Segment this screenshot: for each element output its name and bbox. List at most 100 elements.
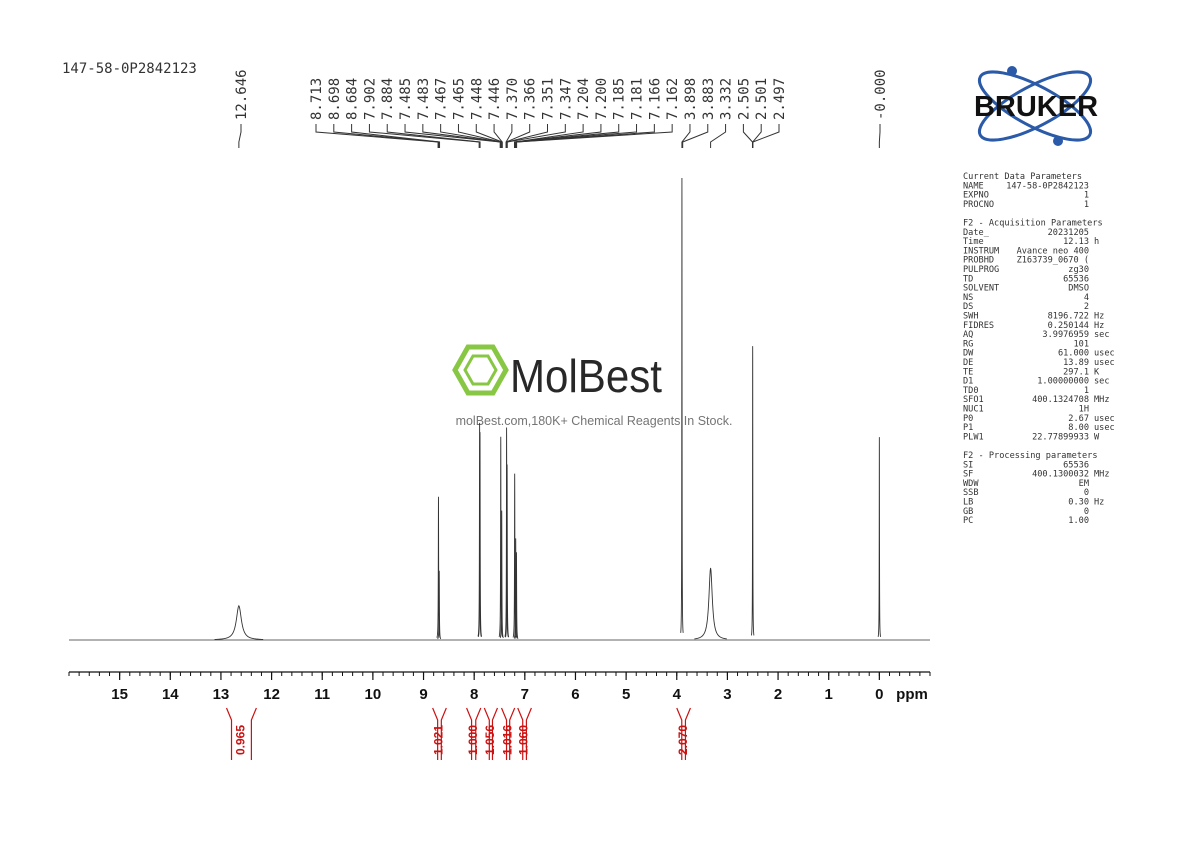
spectrum-peak (751, 346, 755, 636)
peak-label: 7.162 (665, 78, 681, 120)
x-tick-label: 14 (162, 686, 179, 703)
integral-label: 1.000 (466, 725, 480, 755)
parameter-name: TD (963, 274, 973, 284)
x-tick-label: 10 (365, 686, 382, 703)
parameter-name: PLW1 (963, 432, 984, 442)
parameter-value: 297.1 (1063, 367, 1089, 377)
peak-label: 7.166 (647, 78, 663, 120)
parameter-value: 400.1300032 (1032, 470, 1089, 480)
peak-label-leader (422, 124, 501, 148)
peak-label-leader (752, 124, 780, 148)
parameter-unit: usec (1094, 349, 1115, 359)
peak-label-leader (514, 124, 602, 148)
parameter-name: DS (963, 302, 973, 312)
parameter-unit: usec (1094, 414, 1115, 424)
parameter-value: 1.00 (1068, 516, 1089, 526)
peak-label: 7.467 (434, 78, 450, 120)
parameter-name: RG (963, 339, 973, 349)
parameter-value: 1 (1084, 191, 1089, 201)
x-tick-label: 5 (622, 686, 630, 703)
parameter-value: 1 (1084, 386, 1089, 396)
parameter-value: 65536 (1063, 460, 1089, 470)
peak-label-leader (505, 124, 531, 148)
parameter-section-title: F2 - Acquisition Parameters (963, 219, 1103, 229)
parameter-name: PROCNO (963, 200, 994, 210)
parameter-value: zg30 (1068, 265, 1089, 275)
parameter-name: TE (963, 367, 973, 377)
logo-dot (1053, 136, 1063, 146)
peak-label: 7.884 (380, 78, 396, 120)
parameter-value: 1.00000000 (1037, 377, 1089, 387)
integral-label: 1.016 (500, 725, 514, 755)
peak-label: 7.185 (612, 78, 628, 120)
parameter-name: AQ (963, 330, 973, 340)
bruker-logo: BRUKER (974, 66, 1098, 146)
x-tick-label: 9 (419, 686, 427, 703)
parameter-unit: MHz (1094, 395, 1110, 405)
parameter-name: P0 (963, 414, 973, 424)
peak-label: 2.501 (754, 78, 770, 120)
parameter-section-title: Current Data Parameters (963, 172, 1082, 182)
peak-label-leader (506, 124, 566, 148)
peak-label-leader (878, 124, 881, 148)
parameter-unit: Hz (1094, 312, 1104, 322)
parameter-section-title: F2 - Processing parameters (963, 451, 1098, 461)
parameter-unit: usec (1094, 358, 1115, 368)
logo-dot (1007, 66, 1017, 76)
peak-label-leader (742, 124, 753, 148)
parameter-value: 22.77899933 (1032, 432, 1089, 442)
parameter-name: FIDRES (963, 321, 994, 331)
spectrum-peak (877, 437, 882, 637)
watermark-tagline: molBest.com,180K+ Chemical Reagents In S… (456, 414, 733, 428)
parameter-name: INSTRUM (963, 246, 999, 256)
parameter-value: 13.89 (1063, 358, 1089, 368)
x-tick-label: 6 (571, 686, 579, 703)
parameter-name: EXPNO (963, 191, 989, 201)
peak-label: 7.347 (558, 78, 574, 120)
integral-label: 0.965 (234, 725, 248, 755)
x-axis-label: ppm (896, 686, 928, 703)
parameter-name: Date_ (963, 228, 990, 238)
x-tick-label: 7 (521, 686, 529, 703)
integral-bracket (432, 707, 447, 760)
parameter-value: 0 (1084, 488, 1089, 498)
parameter-value: 12.13 (1063, 237, 1089, 247)
spectrum-peak (694, 567, 727, 640)
integral-bracket (466, 707, 482, 760)
peak-label: 12.646 (234, 69, 250, 120)
peak-label: 2.505 (736, 78, 752, 120)
integral-bracket (676, 707, 691, 760)
peak-label-leader (333, 124, 440, 148)
parameter-value: 0.30 (1068, 498, 1089, 508)
parameter-value: 147-58-0P2842123 (1006, 181, 1089, 191)
integral-bracket (517, 707, 532, 760)
parameter-name: SSB (963, 488, 979, 498)
integral-label: 1.060 (517, 725, 531, 755)
peak-label: 7.370 (505, 78, 521, 120)
parameter-name: NAME (963, 181, 984, 191)
watermark: MolBest molBest.com,180K+ Chemical Reage… (452, 344, 733, 428)
x-tick-label: 2 (774, 686, 782, 703)
spectrum-plot: ppm 15 14 13 12 11 10 9 8 7 6 5 4 3 2 1 012.646 8.713 8.6… (68, 69, 931, 760)
parameter-value: 0.250144 (1048, 321, 1089, 331)
logo-orbit (977, 70, 1093, 142)
integral-bracket (225, 707, 257, 760)
parameter-value: 0 (1084, 507, 1089, 517)
peak-label: 7.485 (398, 78, 414, 120)
peak-label: 3.332 (719, 78, 735, 120)
peak-label: 3.883 (701, 78, 717, 120)
parameter-name: P1 (963, 423, 973, 433)
parameter-value: 400.1324708 (1032, 395, 1089, 405)
x-tick-label: 11 (314, 686, 330, 703)
peak-label-leader (440, 124, 502, 148)
parameter-value: 20231205 (1048, 228, 1089, 238)
peak-label-leader (368, 124, 480, 148)
spectrum-peak (505, 464, 510, 638)
parameter-unit: Hz (1094, 321, 1104, 331)
peak-label: 7.465 (451, 78, 467, 120)
parameter-value: 1H (1079, 405, 1089, 415)
parameter-value: 1 (1084, 200, 1089, 210)
peak-label-leader (752, 124, 762, 148)
peak-label-leader (682, 124, 709, 148)
parameter-name: TD0 (963, 386, 979, 396)
